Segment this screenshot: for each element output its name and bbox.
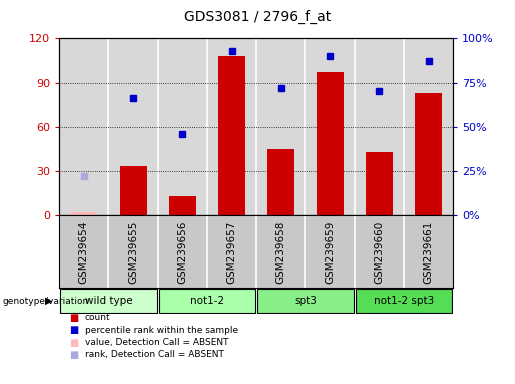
Bar [169, 196, 196, 215]
Text: GSM239655: GSM239655 [128, 221, 138, 284]
Bar [218, 56, 245, 215]
Bar [267, 149, 295, 215]
Text: percentile rank within the sample: percentile rank within the sample [85, 326, 238, 335]
Text: wild type: wild type [84, 296, 132, 306]
Text: GSM239656: GSM239656 [177, 221, 187, 284]
Text: value, Detection Call = ABSENT: value, Detection Call = ABSENT [85, 338, 229, 347]
Text: GSM239661: GSM239661 [423, 221, 434, 284]
Bar [317, 72, 344, 215]
Bar [366, 152, 393, 215]
Text: not1-2 spt3: not1-2 spt3 [374, 296, 434, 306]
FancyBboxPatch shape [257, 289, 354, 313]
Bar [415, 93, 442, 215]
Text: count: count [85, 313, 111, 323]
Text: GSM239657: GSM239657 [227, 221, 236, 284]
Text: GSM239660: GSM239660 [374, 221, 384, 284]
Text: ■: ■ [70, 313, 79, 323]
Text: genotype/variation: genotype/variation [3, 296, 89, 306]
Text: ■: ■ [70, 350, 79, 360]
FancyBboxPatch shape [159, 289, 255, 313]
FancyBboxPatch shape [356, 289, 452, 313]
Text: ■: ■ [70, 325, 79, 335]
Text: not1-2: not1-2 [190, 296, 224, 306]
Text: spt3: spt3 [294, 296, 317, 306]
FancyBboxPatch shape [60, 289, 157, 313]
Text: GSM239654: GSM239654 [79, 221, 89, 284]
Text: ■: ■ [70, 338, 79, 348]
Text: rank, Detection Call = ABSENT: rank, Detection Call = ABSENT [85, 350, 224, 359]
Text: GSM239658: GSM239658 [276, 221, 286, 284]
Text: GSM239659: GSM239659 [325, 221, 335, 284]
Bar [119, 167, 147, 215]
Text: GDS3081 / 2796_f_at: GDS3081 / 2796_f_at [184, 10, 331, 24]
Bar [71, 212, 97, 215]
Text: ▶: ▶ [45, 296, 53, 306]
